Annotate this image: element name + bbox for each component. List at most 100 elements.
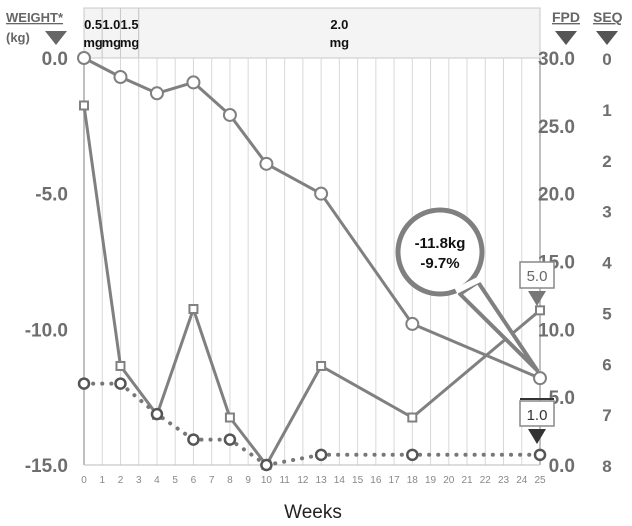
x-tick-label: 7 (209, 475, 215, 486)
x-tick-label: 10 (261, 475, 273, 486)
fpd-point (79, 100, 89, 111)
weight-tick-label: 0.0 (42, 49, 68, 70)
dose-band (101, 7, 121, 59)
fpd-point (316, 360, 327, 371)
seq-point (260, 458, 273, 472)
x-tick-label: 20 (443, 475, 455, 486)
callout-pointer (458, 280, 539, 373)
weight-point (259, 156, 274, 171)
dose-band-unit: mg (120, 35, 140, 50)
dose-band-unit: mg (102, 35, 122, 50)
weight-tick-label: -5.0 (35, 185, 68, 206)
x-tick-label: 14 (334, 475, 346, 486)
x-tick-label: 15 (352, 475, 364, 486)
weight-point (222, 107, 237, 122)
weight-point (77, 51, 91, 65)
x-tick-label: 13 (316, 475, 328, 486)
fpd-final-marker-icon (528, 291, 546, 306)
x-tick-label: 12 (297, 475, 309, 486)
x-tick-label: 8 (227, 475, 233, 486)
fpd-tick-label: 30.0 (538, 49, 575, 70)
dose-band-value: 0.5 (84, 17, 102, 32)
seq-point (406, 448, 419, 462)
seq-tick-label: 4 (602, 254, 612, 273)
seq-tick-label: 0 (602, 50, 611, 69)
x-tick-label: 22 (480, 475, 492, 486)
fpd-tick-label: 5.0 (549, 388, 575, 409)
seq-axis-title: SEQ (593, 9, 623, 25)
seq-final-marker-box (519, 400, 555, 427)
x-axis-label: Weeks (284, 502, 342, 523)
seq-point (223, 433, 237, 446)
fpd-final-marker-box (519, 261, 555, 289)
fpd-point (188, 303, 199, 314)
x-tick-label: 16 (370, 475, 382, 486)
dose-band-unit: mg (83, 35, 103, 50)
fpd-tick-label: 20.0 (538, 185, 575, 206)
fpd-point (224, 412, 235, 423)
seq-point (114, 377, 127, 390)
weight-axis-unit: (kg) (6, 30, 30, 45)
seq-tick-label: 6 (602, 355, 611, 374)
x-tick-label: 4 (154, 475, 160, 486)
callout-bubble (395, 207, 485, 297)
seq-point (150, 407, 164, 421)
fpd-axis-title: FPD (552, 9, 580, 25)
weight-point (149, 86, 164, 101)
dose-band (83, 7, 103, 59)
x-tick-label: 9 (245, 475, 251, 486)
dose-band-unit: mg (330, 35, 350, 50)
seq-final-marker-icon (528, 429, 546, 444)
x-tick-label: 17 (389, 475, 401, 486)
fpd-point (407, 412, 418, 423)
seq-tick-label: 1 (602, 101, 611, 120)
fpd-point (535, 305, 545, 316)
callout-percent-change: -9.7% (420, 255, 459, 272)
fpd-tick-label: 10.0 (538, 320, 575, 341)
callout-joint (454, 276, 482, 294)
x-tick-label: 24 (516, 475, 528, 486)
weight-axis-triangle-icon (45, 31, 67, 45)
weight-axis-title: WEIGHT* (6, 10, 64, 25)
fpd-tick-label: 0.0 (549, 456, 575, 477)
fpd-tick-label: 25.0 (538, 117, 575, 138)
x-tick-label: 1 (99, 475, 105, 486)
fpd-axis-triangle-icon (555, 31, 577, 45)
seq-tick-label: 7 (602, 406, 611, 425)
seq-tick-label: 5 (602, 304, 611, 323)
dose-band-value: 1.0 (102, 17, 120, 32)
seq-axis-triangle-icon (596, 31, 618, 45)
x-tick-label: 25 (534, 475, 546, 486)
weight-point (186, 75, 201, 90)
seq-point (77, 377, 91, 390)
seq-tick-label: 2 (602, 152, 611, 171)
x-tick-label: 18 (407, 475, 419, 486)
seq-final-marker-label: 1.0 (527, 407, 548, 424)
weight-point (533, 371, 547, 386)
dose-band (138, 7, 541, 59)
seq-point (314, 448, 328, 462)
weight-point (405, 316, 420, 331)
x-tick-label: 19 (425, 475, 437, 486)
dose-band-value: 1.5 (121, 17, 139, 32)
dose-band (119, 7, 140, 59)
x-tick-label: 6 (191, 475, 197, 486)
seq-tick-label: 3 (602, 203, 611, 222)
x-tick-label: 23 (498, 475, 510, 486)
seq-point (187, 433, 200, 446)
x-tick-label: 3 (136, 475, 142, 486)
x-tick-label: 21 (461, 475, 473, 486)
dose-band-value: 2.0 (330, 17, 348, 32)
x-tick-label: 5 (172, 475, 178, 486)
fpd-point (115, 360, 126, 371)
seq-point (533, 448, 547, 462)
x-tick-label: 2 (118, 475, 124, 486)
weight-tick-label: -15.0 (25, 456, 68, 477)
weight-tick-label: -10.0 (25, 320, 68, 341)
callout-weight-change: -11.8kg (415, 235, 466, 252)
x-tick-label: 11 (279, 475, 290, 486)
seq-tick-label: 8 (602, 457, 611, 476)
weight-point (113, 69, 128, 84)
weight-point (314, 186, 329, 201)
